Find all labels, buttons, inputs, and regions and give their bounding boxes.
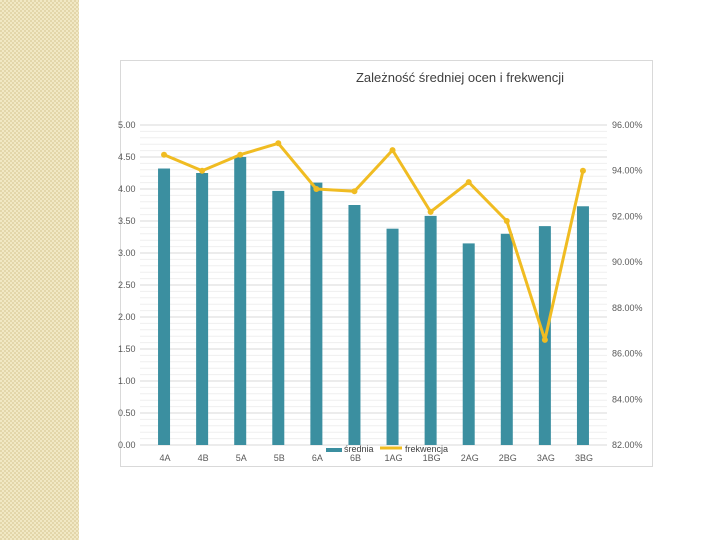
left-axis-tick-label: 2.50 xyxy=(118,280,136,290)
bar-series xyxy=(158,157,589,445)
line-series xyxy=(161,140,586,343)
left-axis-tick-label: 4.50 xyxy=(118,152,136,162)
right-axis-tick-label: 82.00% xyxy=(612,440,643,450)
bar xyxy=(424,215,437,445)
left-axis-tick-label: 1.50 xyxy=(118,344,136,354)
bar xyxy=(234,157,247,445)
category-label: 1AG xyxy=(385,453,403,463)
legend-label-srednia: średnia xyxy=(344,444,374,454)
right-axis-ticks: 82.00% 84.00% 86.00% 88.00% 90.00% 92.00% 94.0… xyxy=(612,120,643,450)
right-axis-tick-label: 90.00% xyxy=(612,257,643,267)
frekwencja-line xyxy=(163,141,585,342)
right-axis-tick-label: 96.00% xyxy=(612,120,643,130)
legend-label-frekwencja: frekwencja xyxy=(405,444,448,454)
line-point xyxy=(199,167,206,174)
right-axis-tick-label: 86.00% xyxy=(612,349,643,359)
right-axis-tick-label: 92.00% xyxy=(612,211,643,221)
line-point xyxy=(313,186,320,192)
left-axis-ticks: 0.00 0.50 1.00 1.50 2.00 2.50 3.00 3.50 4.00 4.50… xyxy=(118,120,136,450)
bar xyxy=(158,168,171,445)
line-point xyxy=(389,147,396,154)
left-axis-tick-label: 1.00 xyxy=(118,376,136,386)
gridlines xyxy=(140,124,607,446)
left-axis-tick-label: 3.50 xyxy=(118,216,136,226)
line-point xyxy=(275,140,282,147)
bar xyxy=(310,182,323,445)
line-point xyxy=(465,179,472,186)
decorative-side-strip xyxy=(0,0,79,540)
category-labels: 4A 4B 5A 5B 6A 6B 1AG 1BG 2AG 2BG 3AG 3BG xyxy=(160,453,593,463)
left-axis-tick-label: 3.00 xyxy=(118,248,136,258)
right-axis-tick-label: 88.00% xyxy=(612,303,643,313)
line-point xyxy=(161,151,168,158)
line-point xyxy=(351,188,358,195)
bar xyxy=(348,205,361,445)
left-axis-tick-label: 4.00 xyxy=(118,184,136,194)
category-label: 2BG xyxy=(499,453,517,463)
line-point xyxy=(427,208,434,215)
category-label: 4A xyxy=(160,453,171,463)
bar xyxy=(196,173,209,445)
legend: średnia frekwencja xyxy=(326,444,448,454)
legend-swatch-srednia xyxy=(326,448,342,452)
category-label: 6A xyxy=(312,453,323,463)
chart-title: Zależność średniej ocen i frekwencji xyxy=(356,70,564,85)
left-axis-tick-label: 5.00 xyxy=(118,120,136,130)
category-label: 5B xyxy=(274,453,285,463)
bar xyxy=(500,233,513,445)
category-label: 6B xyxy=(350,453,361,463)
left-axis-tick-label: 0.00 xyxy=(118,440,136,450)
category-label: 2AG xyxy=(461,453,479,463)
bar xyxy=(462,243,475,445)
category-label: 5A xyxy=(236,453,247,463)
chart-frame xyxy=(120,60,653,467)
left-axis-tick-label: 2.00 xyxy=(118,312,136,322)
left-axis-tick-label: 0.50 xyxy=(118,408,136,418)
line-point xyxy=(237,151,244,158)
line-point xyxy=(579,167,586,174)
right-axis-tick-label: 94.00% xyxy=(612,166,643,176)
line-point xyxy=(541,336,548,343)
category-label: 4B xyxy=(198,453,209,463)
bar xyxy=(272,190,285,445)
bar xyxy=(386,228,399,445)
category-label: 3BG xyxy=(575,453,593,463)
category-label: 3AG xyxy=(537,453,555,463)
bar xyxy=(576,206,589,445)
right-axis-tick-label: 84.00% xyxy=(612,394,643,404)
category-label: 1BG xyxy=(423,453,441,463)
line-point xyxy=(503,218,510,224)
